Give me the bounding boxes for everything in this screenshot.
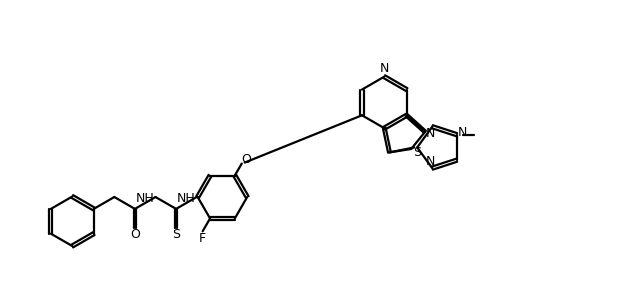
Text: N: N [379,62,389,75]
Text: N: N [426,155,435,168]
Text: N: N [426,127,435,140]
Text: S: S [413,147,421,159]
Text: NH: NH [136,192,155,204]
Text: O: O [241,153,251,166]
Text: S: S [172,228,180,241]
Text: O: O [130,228,140,241]
Text: N: N [458,126,467,139]
Text: NH: NH [177,192,196,204]
Text: F: F [199,232,206,245]
